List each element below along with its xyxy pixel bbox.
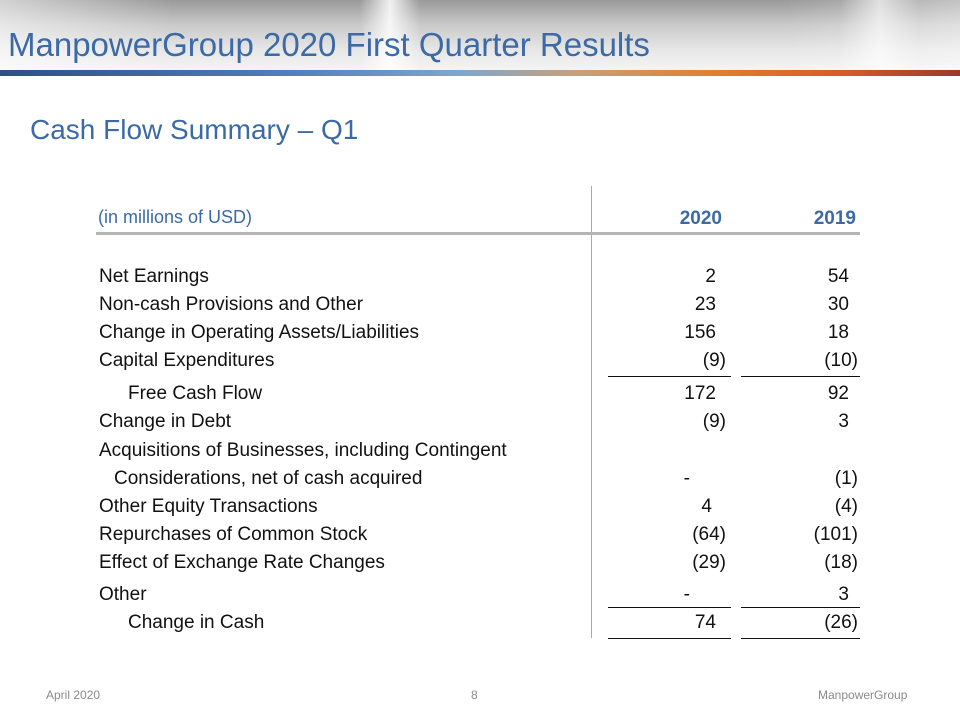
value-2019: (1) [834, 468, 858, 489]
row-label: Change in Operating Assets/Liabilities [99, 322, 420, 343]
subtotal-rule-2019 [741, 376, 860, 377]
table-row-acquisitions: Acquisitions of Businesses, including Co… [0, 440, 960, 468]
table-row-capital-expenditures: Capital Expenditures (9) (10) [0, 350, 960, 378]
value-2019: (26) [824, 612, 858, 633]
header-banner: ManpowerGroup 2020 First Quarter Results [0, 0, 960, 70]
value-2020: (9) [702, 411, 726, 432]
value-2019: (10) [824, 350, 858, 371]
row-label: Considerations, net of cash acquired [114, 468, 423, 489]
row-label: Non-cash Provisions and Other [99, 294, 364, 315]
column-header-2019: 2019 [813, 208, 856, 229]
table-row-net-earnings: Net Earnings 2 54 [0, 266, 960, 294]
footer-date: April 2020 [46, 688, 101, 702]
value-2019: 3 [838, 584, 849, 605]
accent-color-bar [0, 70, 960, 76]
table-row-operating-assets: Change in Operating Assets/Liabilities 1… [0, 322, 960, 350]
value-2019: 30 [827, 294, 849, 315]
value-2020: 2 [705, 266, 716, 287]
row-label: Net Earnings [99, 266, 209, 287]
value-2020: - [683, 468, 690, 489]
value-2020: (29) [692, 552, 726, 573]
table-row-change-in-cash: Change in Cash 74 (26) [0, 612, 960, 640]
row-label: Capital Expenditures [99, 350, 275, 371]
value-2019: 3 [838, 411, 849, 432]
row-label: Change in Cash [128, 612, 265, 633]
value-2019: (101) [813, 524, 858, 545]
value-2020: 74 [694, 612, 716, 633]
value-2020: (64) [692, 524, 726, 545]
value-2020: (9) [702, 350, 726, 371]
value-2020: - [683, 584, 690, 605]
total-rule-2020 [608, 607, 731, 608]
section-subtitle: Cash Flow Summary – Q1 [30, 114, 359, 145]
value-2019: 54 [827, 266, 849, 287]
table-row-non-cash-provisions: Non-cash Provisions and Other 23 30 [0, 294, 960, 322]
table-row-exchange-rate: Effect of Exchange Rate Changes (29) (18… [0, 552, 960, 580]
value-2020: 172 [684, 383, 716, 404]
column-divider [591, 186, 592, 638]
table-row-free-cash-flow: Free Cash Flow 172 92 [0, 383, 960, 411]
value-2020: 4 [701, 496, 712, 517]
column-header-2020: 2020 [679, 208, 722, 229]
row-label: Change in Debt [99, 411, 232, 432]
subtotal-rule-2020 [608, 376, 731, 377]
total-underline-2019 [741, 638, 860, 639]
footer-company: ManpowerGroup [818, 688, 908, 702]
footer-page-number: 8 [471, 688, 478, 702]
value-2019: 92 [827, 383, 849, 404]
value-2019: 18 [827, 322, 849, 343]
value-2019: (18) [824, 552, 858, 573]
banner-highlight [360, 0, 420, 70]
table-row-change-in-debt: Change in Debt (9) 3 [0, 411, 960, 439]
total-underline-2020 [608, 638, 731, 639]
table-row-repurchases: Repurchases of Common Stock (64) (101) [0, 524, 960, 552]
total-rule-2019 [741, 607, 860, 608]
table-row-other-equity: Other Equity Transactions 4 (4) [0, 496, 960, 524]
slide-title: ManpowerGroup 2020 First Quarter Results [8, 26, 650, 63]
value-2019: (4) [834, 496, 858, 517]
banner-highlight-right [840, 0, 920, 70]
row-label: Acquisitions of Businesses, including Co… [99, 440, 507, 461]
row-label: Other Equity Transactions [99, 496, 318, 517]
row-label: Repurchases of Common Stock [99, 524, 368, 545]
value-2020: 156 [684, 322, 716, 343]
units-label: (in millions of USD) [98, 207, 253, 227]
table-row-acquisitions-cont: Considerations, net of cash acquired - (… [0, 468, 960, 496]
header-rule [96, 232, 860, 235]
row-label: Effect of Exchange Rate Changes [99, 552, 385, 573]
row-label: Free Cash Flow [128, 383, 263, 404]
value-2020: 23 [694, 294, 716, 315]
row-label: Other [99, 584, 147, 605]
table-row-other: Other - 3 [0, 584, 960, 612]
